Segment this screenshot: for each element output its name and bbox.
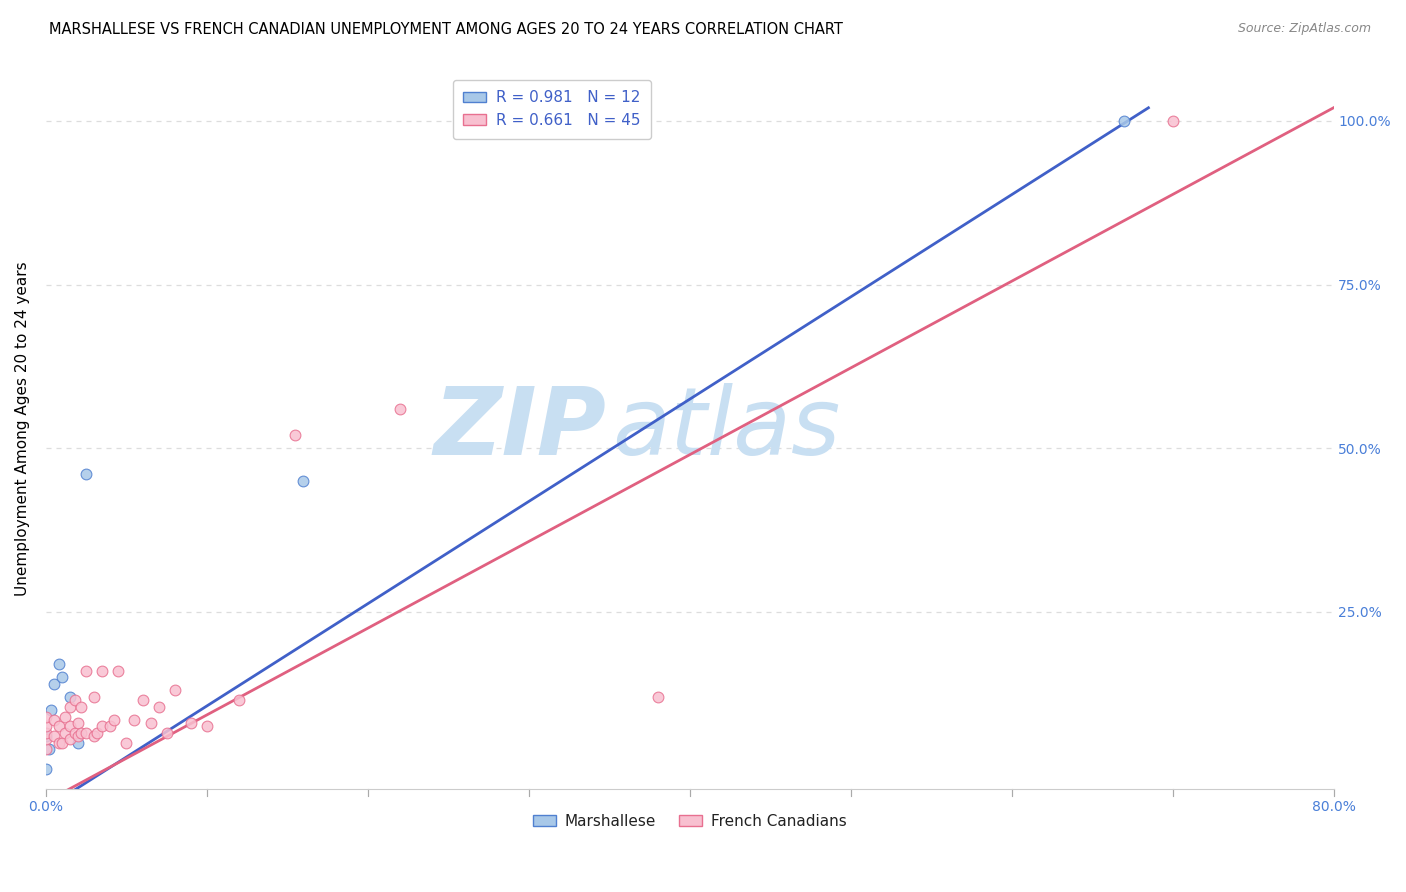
Point <box>51 670 73 684</box>
Point <box>42 713 65 727</box>
Point <box>70 726 93 740</box>
Point <box>389 401 412 416</box>
Point <box>163 683 186 698</box>
Point <box>75 467 97 482</box>
Text: atlas: atlas <box>613 383 841 474</box>
Point <box>35 726 58 740</box>
Point <box>70 699 93 714</box>
Point <box>156 726 179 740</box>
Point <box>292 474 315 488</box>
Point <box>139 716 162 731</box>
Point <box>98 719 121 733</box>
Legend: Marshallese, French Canadians: Marshallese, French Canadians <box>526 807 853 835</box>
Point <box>48 719 70 733</box>
Point <box>59 719 82 733</box>
Point <box>131 693 153 707</box>
Point <box>35 729 58 743</box>
Point <box>284 428 307 442</box>
Point <box>63 726 86 740</box>
Point <box>91 664 114 678</box>
Point <box>124 713 146 727</box>
Point <box>42 677 65 691</box>
Point <box>647 690 669 704</box>
Point <box>115 736 138 750</box>
Point <box>67 736 90 750</box>
Point <box>48 657 70 672</box>
Point <box>107 664 129 678</box>
Point <box>148 699 170 714</box>
Point <box>67 729 90 743</box>
Point <box>35 709 58 723</box>
Point <box>1161 114 1184 128</box>
Point <box>180 716 202 731</box>
Y-axis label: Unemployment Among Ages 20 to 24 years: Unemployment Among Ages 20 to 24 years <box>15 261 30 596</box>
Text: ZIP: ZIP <box>433 383 606 475</box>
Point <box>75 664 97 678</box>
Point <box>86 726 108 740</box>
Point <box>53 726 76 740</box>
Text: Source: ZipAtlas.com: Source: ZipAtlas.com <box>1237 22 1371 36</box>
Point <box>59 699 82 714</box>
Point <box>42 729 65 743</box>
Point <box>63 693 86 707</box>
Point <box>83 729 105 743</box>
Point <box>35 762 58 776</box>
Point <box>51 736 73 750</box>
Point <box>228 693 250 707</box>
Point <box>35 732 58 747</box>
Point <box>83 690 105 704</box>
Point <box>103 713 125 727</box>
Point <box>53 709 76 723</box>
Point <box>39 703 62 717</box>
Point <box>35 742 58 756</box>
Point <box>195 719 218 733</box>
Point <box>75 726 97 740</box>
Point <box>59 732 82 747</box>
Point <box>67 716 90 731</box>
Point <box>35 719 58 733</box>
Point <box>38 742 60 756</box>
Point <box>1114 114 1136 128</box>
Text: MARSHALLESE VS FRENCH CANADIAN UNEMPLOYMENT AMONG AGES 20 TO 24 YEARS CORRELATIO: MARSHALLESE VS FRENCH CANADIAN UNEMPLOYM… <box>49 22 844 37</box>
Point <box>91 719 114 733</box>
Point <box>48 736 70 750</box>
Point <box>59 690 82 704</box>
